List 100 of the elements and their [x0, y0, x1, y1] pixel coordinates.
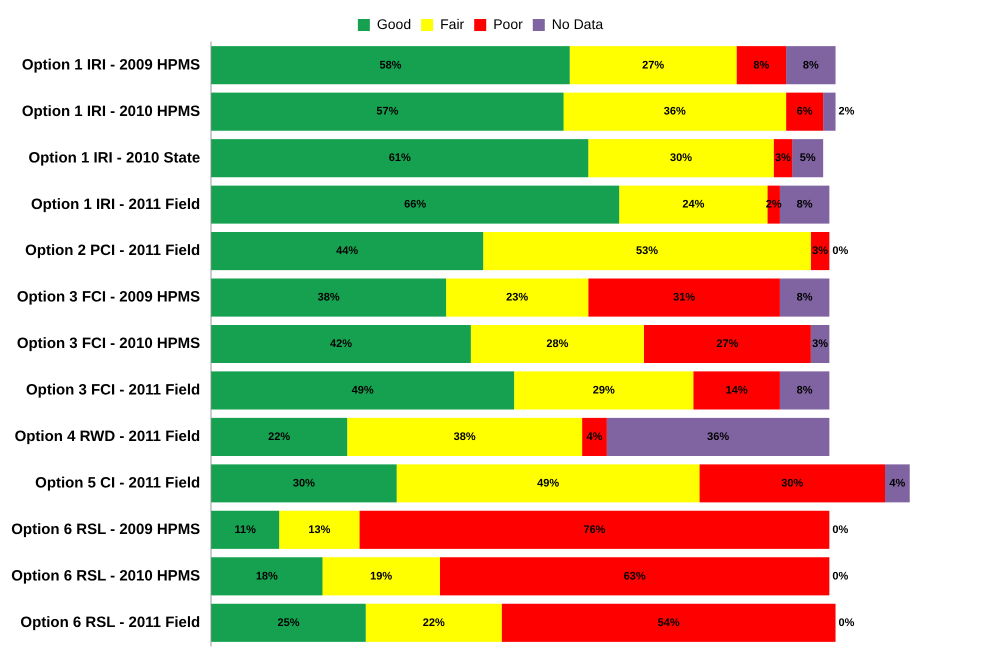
bar	[774, 139, 792, 178]
data-label: 13%	[308, 524, 331, 536]
bar	[885, 464, 910, 502]
legend-label: Poor	[493, 16, 524, 32]
data-label: 4%	[889, 477, 906, 490]
bar	[211, 186, 620, 224]
data-label: 0%	[832, 524, 848, 536]
data-label: 25%	[277, 616, 300, 629]
data-label: 8%	[796, 384, 813, 396]
data-label: 0%	[832, 245, 848, 258]
bar	[322, 557, 440, 596]
data-label: 0%	[838, 616, 855, 629]
data-label: 66%	[404, 198, 426, 211]
bar	[279, 510, 360, 549]
bar	[582, 418, 607, 456]
y-tick-label: Option 1 IRI - 2009 HPMS	[22, 56, 200, 74]
data-label: 23%	[506, 292, 528, 304]
bar	[588, 139, 774, 178]
bar	[446, 278, 588, 317]
bar	[780, 371, 830, 410]
y-tick-label: Option 3 FCI - 2009 HPMS	[16, 288, 200, 306]
data-label: 11%	[234, 524, 256, 536]
y-tick-label: Option 1 IRI - 2010 HPMS	[22, 102, 200, 120]
y-tick-label: Option 6 RSL - 2010 HPMS	[11, 567, 200, 584]
data-label: 76%	[583, 524, 606, 536]
data-label: 49%	[352, 384, 374, 396]
data-label: 44%	[336, 245, 358, 258]
data-label: 8%	[802, 59, 819, 72]
bar	[564, 92, 786, 131]
legend-label: Fair	[440, 16, 465, 32]
bar	[396, 464, 700, 502]
bar	[470, 324, 644, 364]
bar	[736, 46, 786, 84]
bar	[786, 92, 824, 131]
bar	[780, 278, 830, 317]
data-label: 38%	[454, 430, 476, 443]
bar	[780, 186, 830, 224]
bar	[211, 232, 484, 270]
bar	[693, 371, 780, 410]
data-label: 6%	[796, 106, 813, 118]
bar	[570, 46, 737, 84]
data-label: 22%	[422, 616, 445, 629]
y-tick-label: Option 6 RSL - 2009 HPMS	[11, 520, 200, 538]
y-tick-label: Option 3 FCI - 2010 HPMS	[16, 335, 200, 352]
y-tick-label: Option 2 PCI - 2011 Field	[25, 242, 200, 260]
y-tick-label: Option 1 IRI - 2010 State	[28, 149, 200, 166]
bar	[211, 557, 322, 596]
bar	[211, 418, 348, 456]
data-label: 30%	[781, 477, 804, 490]
bar	[700, 464, 885, 502]
bar	[347, 418, 582, 456]
data-label: 57%	[376, 106, 399, 118]
data-label: 19%	[370, 570, 392, 582]
data-label: 36%	[664, 106, 686, 118]
bar	[502, 604, 836, 642]
bar	[440, 557, 830, 596]
data-label: 4%	[586, 430, 603, 443]
data-label: 28%	[546, 338, 569, 350]
data-label: 3%	[812, 338, 828, 350]
bar	[211, 278, 446, 317]
data-label: 8%	[796, 198, 813, 211]
data-label: 14%	[726, 384, 748, 396]
bar	[606, 418, 830, 456]
data-label: 30%	[292, 477, 316, 490]
y-tick-label: Option 4 RWD - 2011 Field	[14, 428, 200, 446]
bar	[619, 186, 768, 224]
bar	[211, 510, 280, 549]
data-label: 42%	[330, 338, 352, 350]
legend-label: No Data	[552, 16, 604, 32]
data-label: 8%	[753, 59, 770, 72]
bar	[211, 604, 366, 642]
bar	[211, 464, 397, 502]
data-label: 24%	[682, 198, 705, 211]
bar	[588, 278, 780, 317]
bar	[823, 92, 836, 131]
data-label: 31%	[673, 292, 696, 304]
data-label: 27%	[642, 59, 664, 72]
data-label: 30%	[670, 152, 692, 164]
bar	[366, 604, 502, 642]
y-tick-label: Option 5 CI - 2011 Field	[35, 474, 200, 492]
data-label: 63%	[624, 570, 646, 582]
bar	[644, 324, 811, 364]
bar	[211, 92, 564, 131]
data-label: 54%	[658, 616, 680, 629]
data-label: 53%	[636, 245, 658, 258]
data-label: 22%	[268, 430, 290, 443]
data-label: 49%	[537, 477, 560, 490]
bar	[514, 371, 694, 410]
data-label: 58%	[379, 59, 402, 72]
data-label: 61%	[388, 152, 411, 164]
bar	[211, 371, 514, 410]
data-label: 38%	[318, 292, 340, 304]
data-label: 8%	[796, 292, 813, 304]
data-label: 5%	[800, 152, 816, 164]
data-label: 2%	[838, 106, 855, 118]
y-tick-label: Option 1 IRI - 2011 Field	[30, 196, 200, 213]
y-tick-label: Option 6 RSL - 2011 Field	[20, 614, 200, 631]
bar	[792, 139, 824, 178]
data-label: 3%	[775, 152, 792, 164]
bar	[786, 46, 836, 84]
